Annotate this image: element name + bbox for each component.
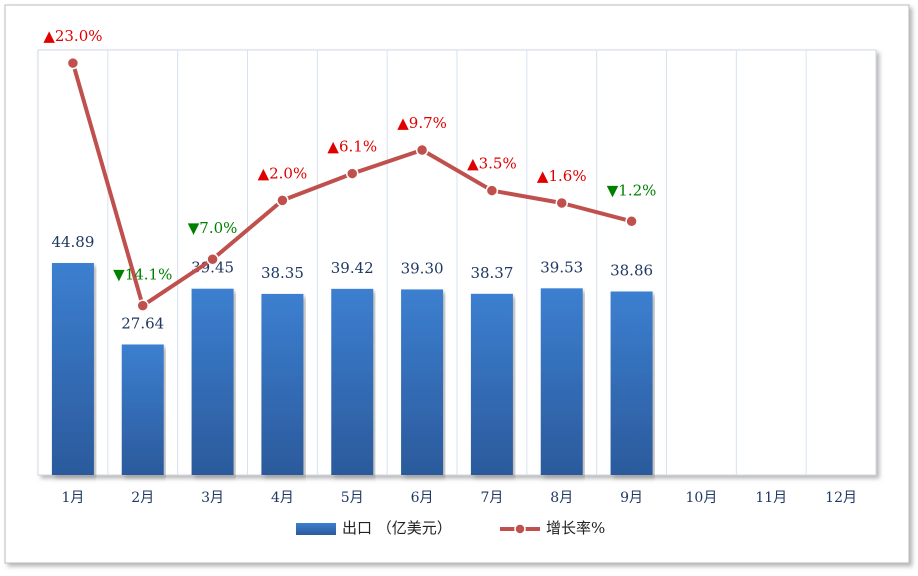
x-tick-label: 1月: [61, 490, 84, 506]
bar: [401, 289, 444, 475]
data-label: 39.45: [191, 259, 234, 277]
bar: [51, 263, 94, 475]
x-tick-label: 2月: [131, 490, 154, 506]
growth-label: ▲1.6%: [537, 167, 587, 185]
line-marker: [276, 194, 289, 207]
line-marker: [555, 196, 568, 210]
bar: [331, 288, 374, 475]
line-marker: [485, 184, 499, 197]
line-marker: [66, 56, 80, 70]
legend-label: 增长率%: [546, 519, 605, 537]
data-label: 39.42: [331, 259, 374, 277]
bar: [121, 344, 164, 475]
line-marker: [206, 252, 219, 266]
line-marker: [415, 143, 429, 157]
x-tick-label: 10月: [686, 490, 718, 506]
x-tick-label: 6月: [411, 490, 434, 506]
x-tick-label: 4月: [271, 490, 294, 506]
line-marker: [346, 167, 359, 180]
legend-label: 出口 （亿美元）: [342, 519, 452, 537]
growth-label: ▼7.0%: [188, 219, 238, 237]
legend-swatch: [296, 523, 336, 535]
growth-label: ▼1.2%: [607, 181, 657, 199]
data-label: 44.89: [51, 233, 94, 251]
x-tick-label: 12月: [825, 490, 857, 506]
growth-label: ▼14.1%: [113, 266, 172, 284]
data-label: 38.35: [261, 264, 304, 282]
bar: [610, 291, 653, 475]
line-marker: [625, 215, 638, 228]
bar: [540, 288, 583, 475]
line-marker: [136, 299, 149, 312]
bar: [261, 293, 304, 475]
growth-label: ▲9.7%: [397, 114, 447, 132]
data-label: 27.64: [121, 314, 164, 332]
x-tick-label: 3月: [201, 490, 224, 506]
data-label: 38.86: [610, 261, 653, 279]
legend-swatch: [514, 523, 526, 535]
growth-label: ▲6.1%: [327, 138, 377, 156]
x-tick-label: 9月: [620, 490, 643, 506]
x-tick-label: 5月: [341, 490, 364, 506]
x-tick-label: 8月: [550, 490, 573, 506]
x-tick-label: 11月: [755, 490, 787, 506]
growth-label: ▲3.5%: [467, 155, 517, 173]
data-label: 38.37: [470, 264, 513, 282]
bar: [191, 288, 234, 475]
data-label: 39.53: [540, 258, 583, 276]
bar: [470, 293, 513, 475]
x-tick-label: 7月: [480, 490, 503, 506]
growth-label: ▲23.0%: [43, 27, 102, 45]
growth-label: ▲2.0%: [258, 164, 308, 182]
data-label: 39.30: [401, 259, 444, 277]
